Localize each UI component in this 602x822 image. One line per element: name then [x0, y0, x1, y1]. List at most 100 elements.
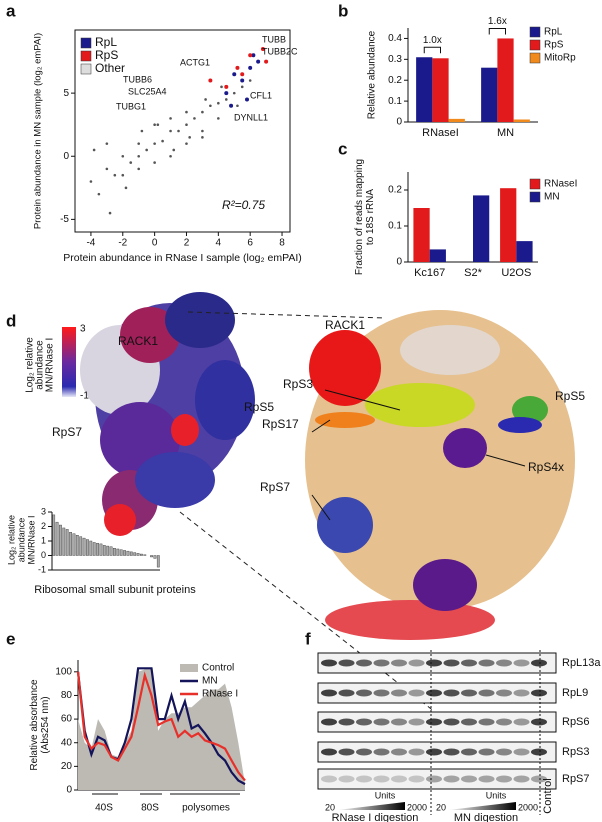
bar: [79, 536, 83, 556]
blot-band: [513, 659, 530, 667]
y-axis-label-line: Log₂ relative: [6, 515, 16, 565]
bar: [143, 554, 147, 556]
bar: [109, 546, 113, 556]
data-point: [248, 65, 253, 70]
blot-band: [496, 718, 512, 726]
data-point: [153, 142, 156, 145]
data-point: [172, 148, 176, 152]
plot-frame: [74, 29, 291, 233]
legend-label: MN: [202, 676, 218, 687]
blot-band: [338, 659, 355, 667]
blot-band: [408, 748, 425, 756]
range-label: 2000: [407, 802, 427, 812]
data-point: [161, 139, 164, 143]
bracket: [488, 27, 506, 35]
y-tick-label: 5: [63, 88, 69, 99]
blot-band: [338, 775, 355, 783]
x-tick-label: 8: [279, 238, 285, 249]
y-tick-label: 0: [396, 257, 402, 268]
blot-band: [478, 775, 495, 783]
x-tick-label: U2OS: [501, 267, 531, 279]
bar: [473, 195, 490, 262]
data-point: [105, 142, 109, 145]
line: [76, 667, 246, 786]
colorbar-label: -1: [80, 391, 89, 402]
x-tick-label: S2*: [464, 267, 482, 279]
annotation: CFL1: [250, 90, 272, 100]
y-axis-label-line: Relative absorbance: [29, 679, 40, 771]
bar: [413, 208, 430, 262]
x-tick-label: MN: [497, 127, 514, 139]
bar: [133, 552, 137, 556]
bar: [126, 550, 130, 556]
bar: [429, 249, 446, 262]
blot-band: [531, 775, 547, 783]
bar: [448, 118, 465, 122]
blot-label: RpL13a: [562, 657, 601, 669]
data-point: [232, 91, 236, 95]
bar: [52, 514, 56, 556]
blot-band: [496, 748, 512, 756]
blot-label: RpL9: [562, 687, 588, 699]
y-axis-label-line: Relative abundance: [367, 30, 378, 119]
data-point: [185, 123, 188, 126]
legend-swatch: [529, 178, 541, 190]
blot-band: [426, 659, 442, 667]
y-axis-label-line: Protein abundance in MN sample (log₂ emP…: [33, 33, 44, 229]
blot-band: [321, 775, 337, 783]
protein-label: RpS7: [260, 480, 290, 494]
blot-band: [443, 689, 460, 697]
range-label: 20: [436, 802, 446, 812]
legend-label: Control: [202, 663, 234, 674]
bar: [86, 539, 89, 556]
data-point: [129, 161, 133, 164]
y-axis-label: Protein abundance in MN sample (log₂ emP…: [33, 33, 44, 229]
blot-band: [513, 689, 530, 697]
protein-label: RpS7: [52, 425, 82, 439]
protein-label: RpS3: [283, 377, 313, 391]
group-label: RNase I digestion: [332, 812, 419, 822]
data-point: [137, 142, 141, 145]
blot-band: [356, 748, 372, 756]
annotation: TUBB: [262, 34, 286, 44]
area: [78, 669, 245, 790]
data-point: [235, 65, 240, 70]
gradient-triangle: [337, 802, 405, 810]
blot-band: [321, 748, 337, 756]
blot-band: [513, 775, 530, 783]
bar: [500, 188, 517, 262]
blot-band: [443, 659, 460, 667]
data-point: [248, 53, 253, 58]
data-point: [153, 161, 156, 164]
legend-label: RpL: [95, 35, 117, 49]
protein-label: RpS4x: [528, 460, 564, 474]
bar: [116, 548, 120, 556]
blot-band: [321, 689, 337, 697]
protein-label: RACK1: [325, 318, 365, 332]
blot-band: [461, 659, 477, 667]
data-point: [217, 117, 220, 120]
data-point: [240, 72, 245, 77]
blot-band: [391, 748, 407, 756]
blot-band: [478, 689, 495, 697]
blot-label: RpS3: [562, 746, 590, 758]
data-point: [193, 117, 196, 120]
y-tick-label: 0.2: [388, 75, 402, 86]
blot-band: [531, 748, 547, 756]
data-point: [260, 46, 265, 51]
y-tick-label: 1: [41, 535, 46, 545]
blot-band: [496, 689, 512, 697]
blot-band: [373, 689, 390, 697]
panel-label: f: [305, 629, 311, 648]
y-axis-label-line: MN/RNase I: [26, 515, 36, 564]
x-tick-label: -4: [86, 238, 95, 249]
data-point: [140, 129, 144, 133]
legend-label: MitoRp: [544, 53, 576, 64]
x-axis-label: Protein abundance in RNase I sample (log…: [63, 252, 302, 264]
blot-band: [461, 775, 477, 783]
y-axis-label-line: Fraction of reads mapping: [354, 159, 365, 275]
bar: [59, 524, 62, 556]
data-point: [248, 79, 252, 82]
blot-band: [391, 775, 407, 783]
blot-band: [338, 748, 355, 756]
